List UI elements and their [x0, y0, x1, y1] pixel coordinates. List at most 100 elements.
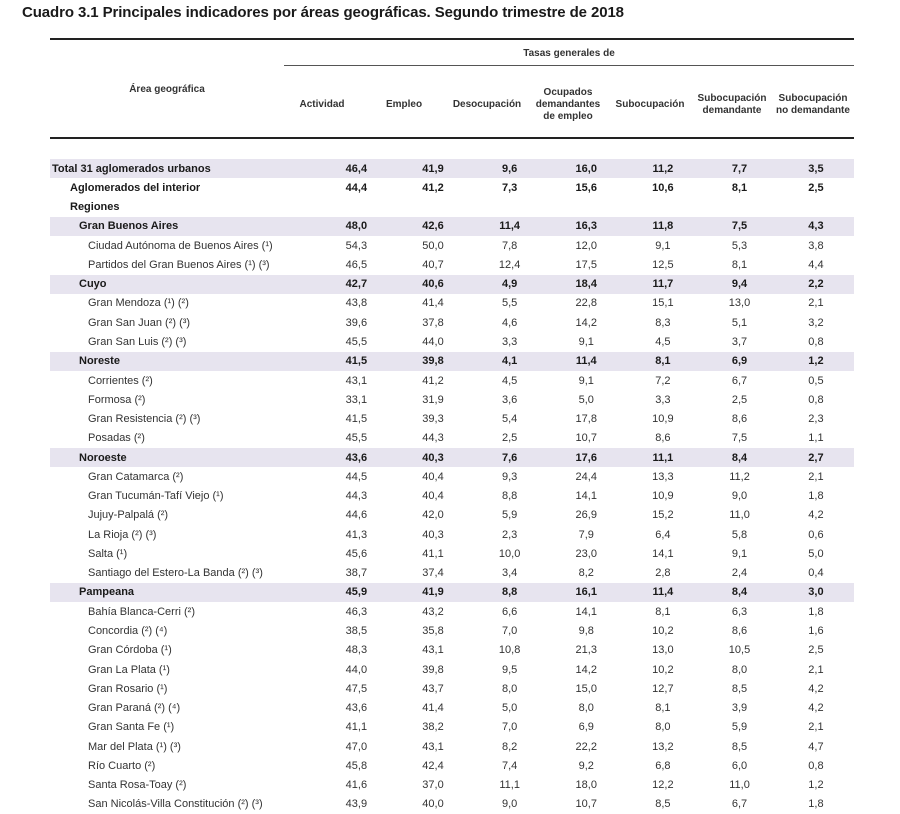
row-value: 15,1 [652, 297, 674, 310]
row-value: 42,4 [422, 759, 444, 772]
row-value: 4,4 [808, 258, 824, 271]
row-value: 6,7 [731, 798, 748, 811]
row-value: 44,4 [345, 181, 368, 194]
row-label: Gran San Juan (²) (³) [88, 316, 191, 329]
row-value: 7,3 [501, 181, 518, 194]
row-value: 37,0 [422, 779, 444, 792]
row-value: 40,4 [422, 470, 444, 483]
row-value: 17,5 [575, 258, 597, 271]
table-row: Jujuy-Palpalá (²) 44,6 42,0 5,9 26,9 15,2 11,0… [50, 506, 854, 525]
table-row: Gran La Plata (¹) 44,0 39,8 9,5 14,2 10,2 8,0 2… [50, 660, 854, 679]
row-value: 15,2 [652, 509, 674, 522]
row-value: 54,3 [345, 239, 368, 252]
row-value: 41,4 [422, 702, 444, 715]
row-value: 5,8 [731, 528, 748, 541]
row-value: 3,4 [501, 567, 518, 580]
row-value: 5,3 [731, 239, 748, 252]
row-value: 40,3 [394, 447, 472, 468]
row-value: 47,0 [345, 740, 368, 753]
row-value: 0,8 [808, 336, 824, 349]
row-value: 41,1 [422, 547, 444, 560]
table-row: Posadas (²) 45,5 44,3 2,5 10,7 8,6 7,5 1,1 [50, 429, 854, 448]
row-value: 41,6 [345, 779, 368, 792]
row-value: 41,2 [422, 374, 444, 387]
row-value: 9,5 [501, 663, 518, 676]
row-value: 10,2 [652, 625, 674, 637]
row-value: 46,5 [345, 258, 368, 271]
table-row: Mar del Plata (¹) (³) 47,0 43,1 8,2 22,2 13,2… [50, 737, 854, 756]
row-value: 12,7 [652, 682, 674, 695]
row-value: 17,6 [547, 447, 625, 468]
row-label: Corrientes (²) [88, 374, 153, 387]
row-value: 9,1 [578, 336, 594, 349]
row-value: 9,3 [501, 470, 518, 483]
row-label: Noreste [50, 351, 319, 371]
top-rule [50, 38, 854, 40]
row-value: 13,2 [652, 740, 674, 753]
row-label: San Nicolás-Villa Constitución (²) (³) [88, 798, 263, 811]
row-value: 45,9 [318, 582, 395, 603]
row-value: 14,2 [575, 663, 597, 676]
row-label: Total 31 aglomerados urbanos [50, 159, 319, 179]
column-header-actividad: Actividad [299, 99, 345, 110]
row-value: 39,6 [345, 316, 368, 329]
row-value: 40,7 [422, 258, 444, 271]
row-value: 5,0 [808, 547, 824, 560]
row-value: 0,8 [808, 393, 824, 406]
column-header-empleo: Empleo [385, 99, 423, 110]
row-value [548, 198, 625, 217]
row-value: 1,8 [808, 798, 824, 811]
row-value [625, 198, 702, 217]
row-value: 8,6 [731, 413, 748, 426]
row-value: 8,0 [655, 721, 671, 734]
row-value: 10,8 [498, 644, 521, 657]
row-value: 1,2 [777, 351, 854, 371]
row-value: 41,2 [422, 181, 444, 194]
row-value: 43,1 [422, 644, 444, 657]
row-value: 12,2 [652, 779, 674, 792]
row-value: 2,3 [501, 528, 518, 541]
row-value: 9,4 [701, 274, 778, 294]
row-value: 4,5 [655, 336, 671, 349]
table-row: Bahía Blanca-Cerri (²) 46,3 43,2 6,6 14,1 8,1… [50, 602, 854, 621]
row-value: 3,2 [808, 316, 824, 329]
row-value: 7,7 [701, 159, 778, 179]
row-value: 7,9 [578, 528, 594, 541]
row-value: 8,3 [655, 316, 671, 329]
row-value: 47,5 [345, 682, 368, 695]
row-value: 6,0 [731, 759, 748, 772]
table-row: Gran Catamarca (²) 44,5 40,4 9,3 24,4 13,3 11,… [50, 467, 854, 486]
row-value: 8,8 [471, 582, 548, 603]
row-value: 41,5 [345, 413, 368, 426]
row-value: 31,9 [422, 393, 444, 406]
row-value: 4,3 [777, 216, 854, 237]
row-value: 11,1 [624, 447, 702, 468]
row-value: 42,7 [318, 274, 395, 294]
row-value: 8,1 [731, 181, 748, 194]
table-row: Río Cuarto (²) 45,8 42,4 7,4 9,2 6,8 6,0 0,8 [50, 756, 854, 775]
row-value: 3,3 [655, 393, 671, 406]
row-value: 2,3 [808, 413, 824, 426]
row-value: 2,5 [808, 644, 824, 657]
column-header-desocupacion: Desocupación [452, 99, 522, 110]
row-value: 4,7 [808, 740, 824, 753]
row-value: 13,0 [728, 297, 751, 310]
row-value: 2,7 [777, 447, 854, 468]
row-value: 4,2 [808, 682, 824, 695]
table-row: Gran Resistencia (²) (³) 41,5 39,3 5,4 17,8 1… [50, 409, 854, 428]
row-value: 11,2 [624, 159, 702, 179]
row-value: 39,3 [422, 413, 444, 426]
row-value [318, 198, 395, 217]
row-value: 2,4 [731, 567, 748, 580]
row-value: 8,5 [731, 740, 748, 753]
table-row: Gran Santa Fe (¹) 41,1 38,2 7,0 6,9 8,0 5,9 2,1 [50, 718, 854, 737]
row-value: 13,0 [652, 644, 674, 657]
table-row: Total 31 aglomerados urbanos 46,4 41,9 9,6 1… [50, 159, 854, 179]
row-value: 8,5 [655, 798, 671, 811]
row-value: 7,5 [731, 432, 748, 445]
table-row: Gran Tucumán-Tafí Viejo (¹) 44,3 40,4 8,8 14… [50, 487, 854, 506]
row-value: 6,9 [578, 721, 594, 734]
row-value: 10,6 [652, 181, 674, 194]
row-value: 3,8 [808, 239, 824, 252]
row-value: 11,0 [729, 509, 750, 522]
